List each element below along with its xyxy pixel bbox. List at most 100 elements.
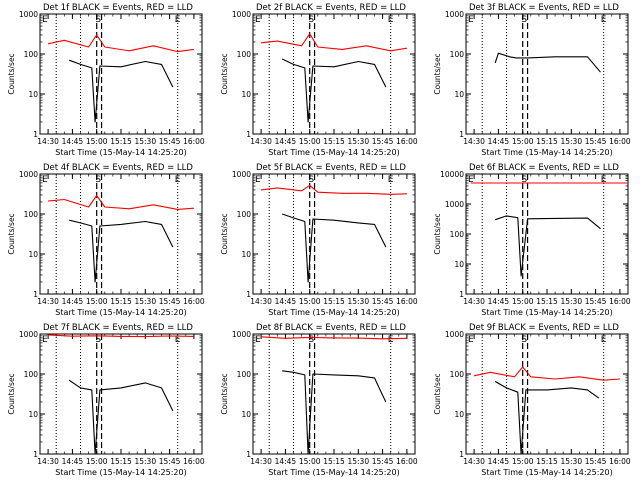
marker-letter: S [521, 335, 527, 345]
y-tick-label: 10 [241, 250, 251, 259]
x-tick-label: 14:45 [62, 297, 84, 306]
y-tick-label: 100 [24, 370, 39, 379]
y-tick-label: 1000 [232, 10, 251, 19]
y-tick-label: 100 [450, 50, 465, 59]
events-series-line [494, 52, 601, 73]
x-tick-label: 14:30 [37, 297, 59, 306]
marker-letter: E [175, 335, 181, 345]
y-tick-label: 10 [28, 250, 38, 259]
y-tick-label: 10 [28, 410, 38, 419]
y-tick-label: 1000 [232, 170, 251, 179]
y-tick-label: 10 [241, 410, 251, 419]
x-tick-label: 15:15 [323, 137, 345, 146]
panel-title: Det 5f BLACK = Events, RED = LLD [256, 163, 406, 173]
y-tick-label: 1 [459, 290, 464, 299]
y-tick-label: 100 [24, 210, 39, 219]
x-tick-label: 14:45 [62, 137, 84, 146]
events-series-line [495, 215, 601, 277]
marker-letter: S [95, 175, 101, 185]
panel-det-2: Det 2f BLACK = Events, RED = LLD 1 10 100 10… [220, 3, 418, 157]
events-series-line [282, 213, 387, 283]
marker-letter: S [308, 175, 314, 185]
y-axis-label: Counts/sec [433, 213, 442, 254]
x-tick-label: 15:45 [585, 137, 607, 146]
marker-letter: E [601, 175, 607, 185]
y-tick-label: 1000 [19, 330, 38, 339]
x-axis-label: Start Time (15-May-14 14:25:20) [55, 148, 186, 157]
x-tick-label: 16:00 [396, 137, 418, 146]
marker-letter: E [388, 175, 394, 185]
y-tick-label: 10 [454, 410, 464, 419]
marker-letter: E [255, 15, 261, 25]
x-tick-label: 14:30 [250, 457, 272, 466]
panel-title: Det 8f BLACK = Events, RED = LLD [256, 323, 406, 333]
y-tick-label: 1 [459, 130, 464, 139]
x-tick-label: 15:30 [347, 297, 369, 306]
panel-title: Det 9f BLACK = Events, RED = LLD [469, 323, 619, 333]
x-tick-label: 15:30 [560, 457, 582, 466]
x-tick-label: 15:00 [512, 457, 534, 466]
panel-det-6: Det 6f BLACK = Events, RED = LLD 1 10 100 10… [433, 163, 631, 317]
x-tick-label: 14:30 [463, 137, 485, 146]
y-tick-label: 10 [28, 90, 38, 99]
panel-det-3: Det 3f BLACK = Events, RED = LLD 1 10 100 10… [433, 3, 631, 157]
y-tick-label: 100 [450, 230, 465, 239]
x-tick-label: 15:15 [110, 297, 132, 306]
panel-det-5: Det 5f BLACK = Events, RED = LLD 1 10 100 10… [220, 163, 418, 317]
marker-letter: E [175, 175, 181, 185]
x-tick-label: 14:45 [488, 297, 510, 306]
x-tick-label: 15:00 [86, 457, 108, 466]
x-tick-label: 15:00 [299, 137, 321, 146]
y-tick-label: 1 [33, 130, 38, 139]
x-axis-label: Start Time (15-May-14 14:25:20) [55, 468, 186, 477]
marker-letter: E [468, 15, 474, 25]
marker-letter: E [42, 175, 48, 185]
x-tick-label: 14:30 [37, 457, 59, 466]
x-tick-label: 14:30 [250, 297, 272, 306]
marker-letter: E [42, 15, 48, 25]
marker-letter: S [95, 335, 101, 345]
x-tick-label: 15:15 [110, 457, 132, 466]
x-tick-label: 15:00 [86, 137, 108, 146]
panel-title: Det 6f BLACK = Events, RED = LLD [469, 163, 619, 173]
x-tick-label: 15:00 [512, 137, 534, 146]
y-axis-label: Counts/sec [220, 213, 229, 254]
x-tick-label: 15:00 [86, 297, 108, 306]
marker-letter: S [308, 15, 314, 25]
y-tick-label: 100 [450, 370, 465, 379]
x-tick-label: 15:30 [134, 457, 156, 466]
x-tick-label: 15:30 [560, 137, 582, 146]
x-tick-label: 16:00 [609, 457, 631, 466]
x-tick-label: 14:30 [463, 457, 485, 466]
y-tick-label: 1 [33, 290, 38, 299]
x-tick-label: 14:30 [37, 137, 59, 146]
x-tick-label: 15:15 [536, 137, 558, 146]
y-tick-label: 100 [237, 50, 252, 59]
x-tick-label: 15:15 [323, 457, 345, 466]
x-tick-label: 15:45 [159, 137, 181, 146]
x-tick-label: 15:45 [159, 297, 181, 306]
x-tick-label: 15:45 [372, 137, 394, 146]
panel-title: Det 2f BLACK = Events, RED = LLD [256, 3, 406, 13]
y-axis-label: Counts/sec [220, 373, 229, 414]
x-axis-label: Start Time (15-May-14 14:25:20) [481, 468, 612, 477]
panel-title: Det 1f BLACK = Events, RED = LLD [43, 3, 193, 13]
panel-title: Det 4f BLACK = Events, RED = LLD [43, 163, 193, 173]
lld-series-line [261, 33, 407, 52]
marker-letter: E [42, 335, 48, 345]
panel-det-1: Det 1f BLACK = Events, RED = LLD 1 10 100 10… [7, 3, 205, 157]
x-tick-label: 15:15 [536, 457, 558, 466]
x-tick-label: 16:00 [183, 457, 205, 466]
marker-letter: E [388, 15, 394, 25]
x-tick-label: 14:30 [250, 137, 272, 146]
y-tick-label: 1000 [445, 200, 464, 209]
x-axis-label: Start Time (15-May-14 14:25:20) [268, 148, 399, 157]
events-series-line [494, 381, 600, 455]
marker-letter: E [601, 15, 607, 25]
panel-title: Det 7f BLACK = Events, RED = LLD [43, 323, 193, 333]
x-tick-label: 14:45 [488, 457, 510, 466]
lld-series-line [261, 184, 407, 195]
y-tick-label: 1000 [445, 330, 464, 339]
y-tick-label: 10 [454, 260, 464, 269]
marker-letter: S [521, 15, 527, 25]
